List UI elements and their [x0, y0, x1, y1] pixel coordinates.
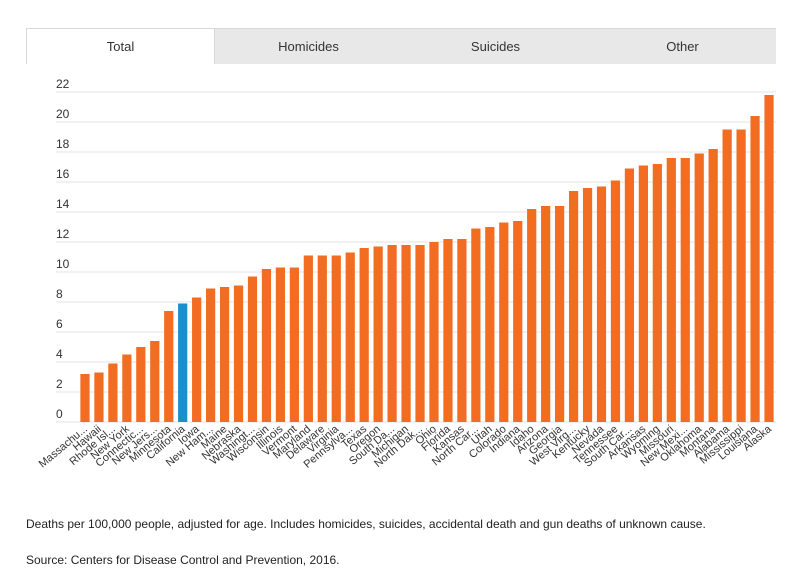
y-tick-label: 14: [56, 197, 70, 211]
bar[interactable]: [568, 191, 579, 422]
bar[interactable]: [317, 255, 327, 423]
y-tick-label: 20: [56, 107, 70, 121]
bar[interactable]: [513, 221, 523, 422]
bar[interactable]: [764, 95, 774, 422]
y-tick-label: 16: [56, 167, 70, 181]
bar[interactable]: [178, 303, 188, 423]
y-tick-label: 2: [56, 377, 63, 391]
y-tick-label: 8: [56, 287, 63, 301]
bar[interactable]: [108, 363, 118, 423]
bar[interactable]: [624, 168, 635, 423]
bar[interactable]: [359, 248, 369, 422]
y-tick-label: 10: [56, 257, 70, 271]
bar[interactable]: [485, 227, 495, 422]
bar-chart: 0246810121416182022Massachu...HawaiiRhod…: [37, 77, 776, 471]
bar[interactable]: [122, 354, 132, 423]
bar[interactable]: [136, 347, 146, 422]
bar[interactable]: [415, 245, 425, 422]
bar[interactable]: [275, 267, 286, 423]
bar[interactable]: [680, 158, 690, 422]
chart-note: Deaths per 100,000 people, adjusted for …: [26, 517, 706, 531]
y-tick-label: 4: [56, 347, 63, 361]
bar[interactable]: [373, 246, 383, 423]
bar[interactable]: [443, 239, 453, 422]
bar[interactable]: [499, 222, 509, 423]
y-tick-label: 22: [56, 77, 70, 91]
y-tick-label: 12: [56, 227, 70, 241]
tab-total[interactable]: Total: [26, 28, 215, 64]
bar[interactable]: [164, 311, 174, 422]
bar[interactable]: [219, 287, 230, 422]
bar[interactable]: [750, 116, 760, 422]
bar[interactable]: [694, 153, 704, 423]
bar[interactable]: [401, 245, 411, 422]
bar[interactable]: [429, 242, 439, 422]
bar[interactable]: [708, 149, 718, 422]
bar[interactable]: [303, 255, 313, 423]
bar[interactable]: [527, 209, 537, 422]
bar[interactable]: [261, 269, 272, 422]
bar[interactable]: [555, 206, 565, 422]
bar[interactable]: [387, 245, 397, 422]
bar[interactable]: [233, 285, 244, 423]
y-tick-label: 18: [56, 137, 70, 151]
bar[interactable]: [345, 252, 355, 423]
tab-other[interactable]: Other: [589, 28, 776, 64]
bar[interactable]: [652, 164, 662, 422]
bar[interactable]: [541, 206, 551, 422]
bar[interactable]: [610, 180, 621, 423]
bar[interactable]: [582, 188, 593, 422]
bar[interactable]: [722, 129, 732, 423]
bar[interactable]: [206, 288, 216, 423]
bar[interactable]: [471, 228, 481, 423]
bar[interactable]: [289, 267, 299, 423]
tab-suicides[interactable]: Suicides: [402, 28, 589, 64]
bar[interactable]: [666, 158, 676, 422]
tab-bar: Total Homicides Suicides Other: [26, 28, 776, 64]
y-tick-label: 0: [56, 407, 63, 421]
bar[interactable]: [736, 129, 746, 423]
tab-homicides[interactable]: Homicides: [215, 28, 402, 64]
bar[interactable]: [80, 374, 90, 422]
bar[interactable]: [94, 372, 104, 423]
bar[interactable]: [247, 276, 258, 423]
bar[interactable]: [331, 255, 341, 423]
bar[interactable]: [457, 239, 467, 422]
chart-source: Source: Centers for Disease Control and …: [26, 553, 340, 567]
bar[interactable]: [150, 341, 160, 422]
bar[interactable]: [596, 186, 607, 423]
bar[interactable]: [638, 165, 648, 423]
bar[interactable]: [192, 297, 202, 423]
y-tick-label: 6: [56, 317, 63, 331]
